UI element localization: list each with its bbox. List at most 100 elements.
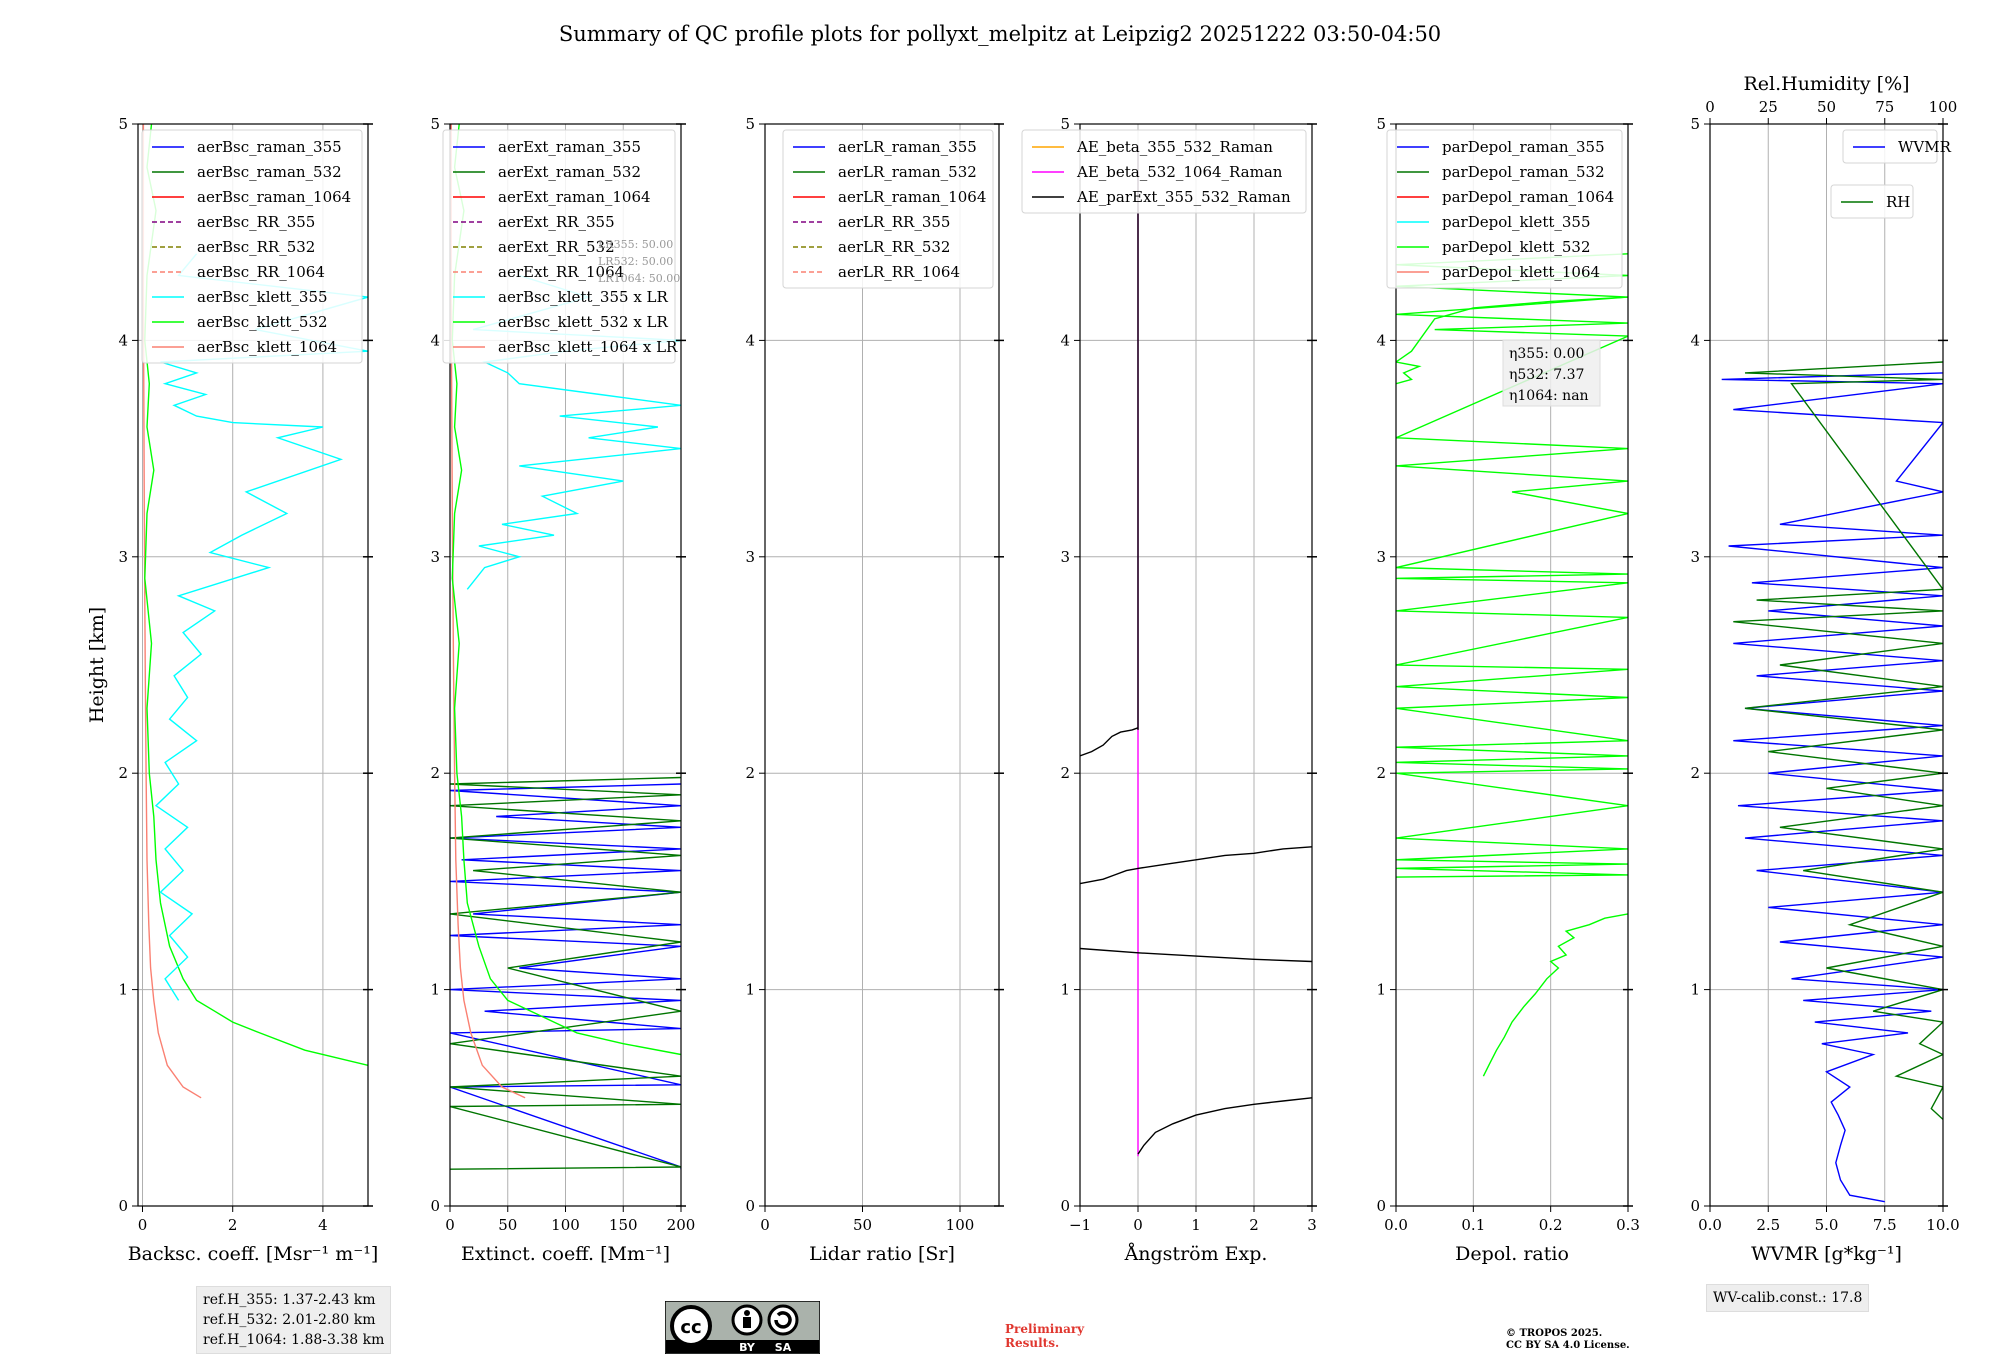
legend-label: aerBsc_RR_355 [197,213,315,231]
preliminary-line-1: Preliminary [1005,1322,1085,1336]
y-tick-label: 2 [118,764,128,782]
x-tick-label: 7.5 [1873,1216,1897,1234]
x-tick-label: 0 [760,1216,770,1234]
legend: AE_beta_355_532_Raman AE_beta_532_1064_Ra… [1021,129,1307,214]
series-line-aerBsc_klett_1064 x LR [450,124,526,1099]
x-tick-label: 0.1 [1461,1216,1485,1234]
y-tick-label: 3 [745,548,755,566]
x-tick-label: 0 [1133,1216,1143,1234]
legend: parDepol_raman_355 parDepol_raman_532 parD… [1386,129,1623,289]
x-tick-label: 100 [551,1216,580,1234]
series-line-aerBsc_klett_1064 [142,124,202,1099]
legend-label: aerBsc_klett_355 [197,288,328,306]
legend-box [1842,129,1938,164]
ref-height-1064: ref.H_1064: 1.88-3.38 km [203,1332,385,1348]
x-tick-label: −1 [1069,1216,1091,1234]
legend-label: WVMR [1898,138,1952,156]
annotation-bg [1502,339,1601,407]
y-tick-label: 0 [745,1197,755,1215]
annotation-text: η532: 7.37 [1509,367,1584,383]
sa-label: SA [775,1341,792,1354]
series-line-WVMR [1721,372,1943,1203]
series-line-aerBsc_klett_355 [154,253,368,1001]
sa-icon [767,1304,799,1336]
legend-label: aerBsc_klett_532 x LR [498,313,669,331]
series-line-parDepol_klett_532 [1396,253,1628,878]
y-tick-label: 1 [1060,981,1070,999]
y-tick-label: 2 [745,764,755,782]
y-tick-label: 5 [745,115,755,133]
y-tick-label: 4 [118,331,128,349]
legend-label: parDepol_klett_1064 [1442,263,1600,281]
ref-height-box: ref.H_355: 1.37-2.43 km ref.H_532: 2.01-… [196,1286,392,1354]
legend: aerBsc_raman_355 aerBsc_raman_532 aerBsc_r… [141,129,363,364]
legend: aerLR_raman_355 aerLR_raman_532 aerLR_rama… [782,129,994,289]
y-tick-label: 3 [430,548,440,566]
legend-label: aerExt_RR_1064 [498,263,624,281]
y-tick-label: 4 [745,331,755,349]
y-tick-label: 4 [430,331,440,349]
x-tick-label: 3 [1307,1216,1317,1234]
legend: aerExt_raman_355 aerExt_raman_532 aerExt_r… [442,129,678,364]
legend-label: aerBsc_raman_355 [197,138,342,156]
y-axis-label: Height [km] [86,607,108,723]
legend-rh: RH [1830,184,1914,219]
x2-axis-label: Rel.Humidity [%] [1743,73,1909,95]
y-tick-label: 1 [1690,981,1700,999]
legend-label: aerBsc_raman_532 [197,163,342,181]
y-tick-label: 1 [745,981,755,999]
legend-label: aerExt_raman_1064 [498,188,651,206]
series-line-AE_parExt_355_532_Raman [1080,947,1312,963]
x-axis-label: WVMR [g*kg⁻¹] [1751,1243,1902,1265]
legend-label: aerBsc_klett_355 x LR [498,288,669,306]
x-axis-label: Depol. ratio [1455,1243,1569,1265]
y-tick-label: 3 [1060,548,1070,566]
legend-label: parDepol_klett_355 [1442,213,1591,231]
copyright-line-2: CC BY SA 4.0 License. [1506,1340,1630,1351]
preliminary-note: Preliminary Results. [1005,1322,1084,1350]
legend-label: aerLR_raman_355 [838,138,977,156]
legend-label: aerExt_RR_532 [498,238,615,256]
legend-label: aerBsc_RR_1064 [197,263,325,281]
panel-wv: 0.0 2.5 5.0 7.5 10.0 0 1 2 3 4 5 WVMR [g*kg⁻¹] 0 25 50… [1690,73,1959,1265]
legend-label: aerBsc_raman_1064 [197,188,351,206]
y-tick-label: 5 [1060,115,1070,133]
copyright-line-1: © TROPOS 2025. [1506,1328,1603,1339]
y-tick-label: 3 [118,548,128,566]
x-tick-label: 150 [609,1216,638,1234]
legend-label: parDepol_raman_532 [1442,163,1605,181]
legend-label: aerExt_RR_355 [498,213,615,231]
y-tick-label: 2 [1690,764,1700,782]
legend-label: AE_beta_532_1064_Raman [1076,163,1283,181]
chart-title: Summary of QC profile plots for pollyxt_… [558,22,1442,46]
x-tick-label: 0 [138,1216,148,1234]
x-tick-label: 0 [445,1216,455,1234]
y-tick-label: 0 [1060,1197,1070,1215]
x-axis-label: Backsc. coeff. [Msr⁻¹ m⁻¹] [128,1243,379,1265]
legend-label: AE_parExt_355_532_Raman [1076,188,1291,206]
series-line-aerExt_raman_355 [450,783,681,1170]
annotation-text: LR1064: 50.00 [598,272,680,285]
y-tick-label: 1 [430,981,440,999]
y-tick-label: 0 [1376,1197,1386,1215]
legend-label: parDepol_raman_355 [1442,138,1605,156]
x2-tick-label: 0 [1705,98,1715,116]
x-tick-label: 2 [228,1216,238,1234]
axes-frame [1395,123,1629,1207]
annotation-text: η1064: nan [1509,388,1589,404]
x-tick-label: 100 [946,1216,975,1234]
legend-label: aerBsc_klett_532 [197,313,328,331]
series-line-AE_parExt_355_532_Raman [1080,727,1139,757]
y-tick-label: 5 [430,115,440,133]
legend-label: parDepol_raman_1064 [1442,188,1614,206]
x-tick-label: 4 [318,1216,328,1234]
y-tick-label: 4 [1690,331,1700,349]
legend-label: aerBsc_klett_1064 x LR [498,338,678,356]
x-tick-label: 50 [853,1216,872,1234]
x-tick-label: 5.0 [1815,1216,1839,1234]
series-line-RH [1733,361,1943,1120]
legend-label: aerExt_raman_355 [498,138,641,156]
annotation-box: LR355: 50.00 LR532: 50.00 LR1064: 50.00 [598,238,680,285]
cc-icon [670,1305,712,1347]
